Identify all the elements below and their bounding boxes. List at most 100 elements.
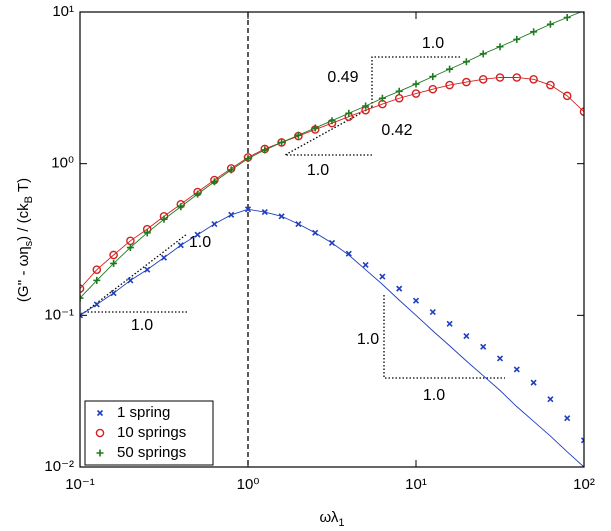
- slope-label: 0.49: [327, 69, 358, 86]
- slope-label: 1.0: [307, 162, 329, 179]
- marker: [143, 229, 151, 237]
- x-tick-label: 10⁻¹: [65, 476, 95, 493]
- marker: [210, 178, 218, 186]
- slope-triangle: [371, 56, 461, 107]
- marker: [462, 58, 470, 66]
- marker: [261, 208, 268, 216]
- marker: [261, 146, 269, 154]
- marker: [496, 43, 504, 51]
- marker: [463, 332, 470, 340]
- y-label-part: T): [15, 178, 32, 196]
- marker: [478, 74, 488, 84]
- marker: [429, 309, 436, 316]
- slope-triangle: [383, 295, 505, 379]
- marker: [295, 220, 302, 228]
- marker: [396, 285, 403, 292]
- marker: [445, 80, 454, 90]
- marker: [446, 320, 453, 327]
- marker: [546, 20, 554, 28]
- y-tick-label: 10⁰: [51, 155, 74, 172]
- marker: [412, 80, 420, 88]
- slope-label: 1.0: [131, 317, 153, 334]
- marker: [80, 312, 84, 319]
- marker: [495, 73, 505, 82]
- legend-box: [84, 400, 214, 466]
- marker: [244, 206, 252, 213]
- marker: [160, 254, 168, 261]
- marker: [211, 220, 218, 228]
- slope-triangle: [284, 106, 373, 156]
- marker: [194, 190, 202, 198]
- slope-label: 1.0: [423, 387, 445, 404]
- marker: [564, 415, 571, 422]
- marker: [227, 166, 235, 174]
- marker: [513, 366, 520, 373]
- marker: [446, 65, 454, 73]
- x-label-sub: 1: [338, 517, 344, 529]
- marker: [530, 28, 538, 36]
- marker: [80, 294, 84, 302]
- y-label-sub: s: [23, 240, 35, 246]
- marker: [311, 124, 319, 132]
- marker: [177, 203, 185, 211]
- marker: [345, 109, 353, 117]
- marker: [92, 265, 102, 274]
- marker: [228, 211, 235, 218]
- y-label-part: ) / (ck: [15, 203, 32, 241]
- y-tick-label: 10⁻²: [44, 458, 74, 475]
- y-tick-label: 10⁻¹: [44, 306, 74, 323]
- legend-label: 50 springs: [117, 444, 186, 461]
- slope-label: 0.42: [381, 122, 412, 139]
- legend-label: 10 springs: [117, 424, 186, 441]
- marker: [480, 343, 487, 350]
- marker: [512, 73, 522, 82]
- marker: [513, 35, 521, 43]
- marker: [328, 117, 336, 125]
- marker: [563, 13, 571, 21]
- marker: [429, 73, 437, 81]
- marker: [362, 261, 369, 268]
- marker: [194, 231, 201, 238]
- marker: [110, 290, 117, 297]
- legend-marker: [96, 409, 104, 417]
- marker: [546, 80, 555, 90]
- marker: [395, 87, 403, 95]
- marker: [345, 250, 352, 257]
- marker: [244, 155, 252, 163]
- marker: [294, 131, 302, 139]
- marker: [479, 50, 487, 58]
- marker: [277, 138, 286, 147]
- plot-area: [80, 12, 584, 467]
- marker: [160, 215, 168, 223]
- x-axis-label: ωλ1: [319, 509, 344, 529]
- slope-label: 1.0: [422, 35, 444, 52]
- marker: [110, 259, 118, 267]
- marker: [379, 273, 386, 280]
- marker: [278, 213, 285, 220]
- x-label-part: ωλ: [319, 509, 338, 526]
- marker: [177, 242, 184, 249]
- marker: [412, 297, 420, 304]
- y-label-part: (G'' - ωη: [15, 246, 32, 302]
- fit-line: [80, 77, 584, 289]
- marker: [312, 229, 319, 236]
- y-label-sub: B: [23, 196, 35, 203]
- legend-label: 1 spring: [117, 404, 170, 421]
- marker: [579, 107, 584, 117]
- marker: [109, 250, 118, 260]
- x-tick-label: 10²: [573, 476, 595, 493]
- marker: [328, 239, 336, 247]
- marker: [278, 138, 286, 146]
- legend-marker: [95, 428, 105, 438]
- legend-marker: [96, 449, 104, 457]
- marker: [580, 437, 584, 444]
- marker: [529, 74, 538, 84]
- marker: [462, 77, 471, 87]
- marker: [411, 89, 421, 98]
- marker: [378, 94, 386, 102]
- x-tick-label: 10⁰: [237, 476, 260, 493]
- x-tick-label: 10¹: [405, 476, 427, 493]
- y-tick-label: 10¹: [52, 3, 74, 20]
- plot-frame: [79, 11, 585, 468]
